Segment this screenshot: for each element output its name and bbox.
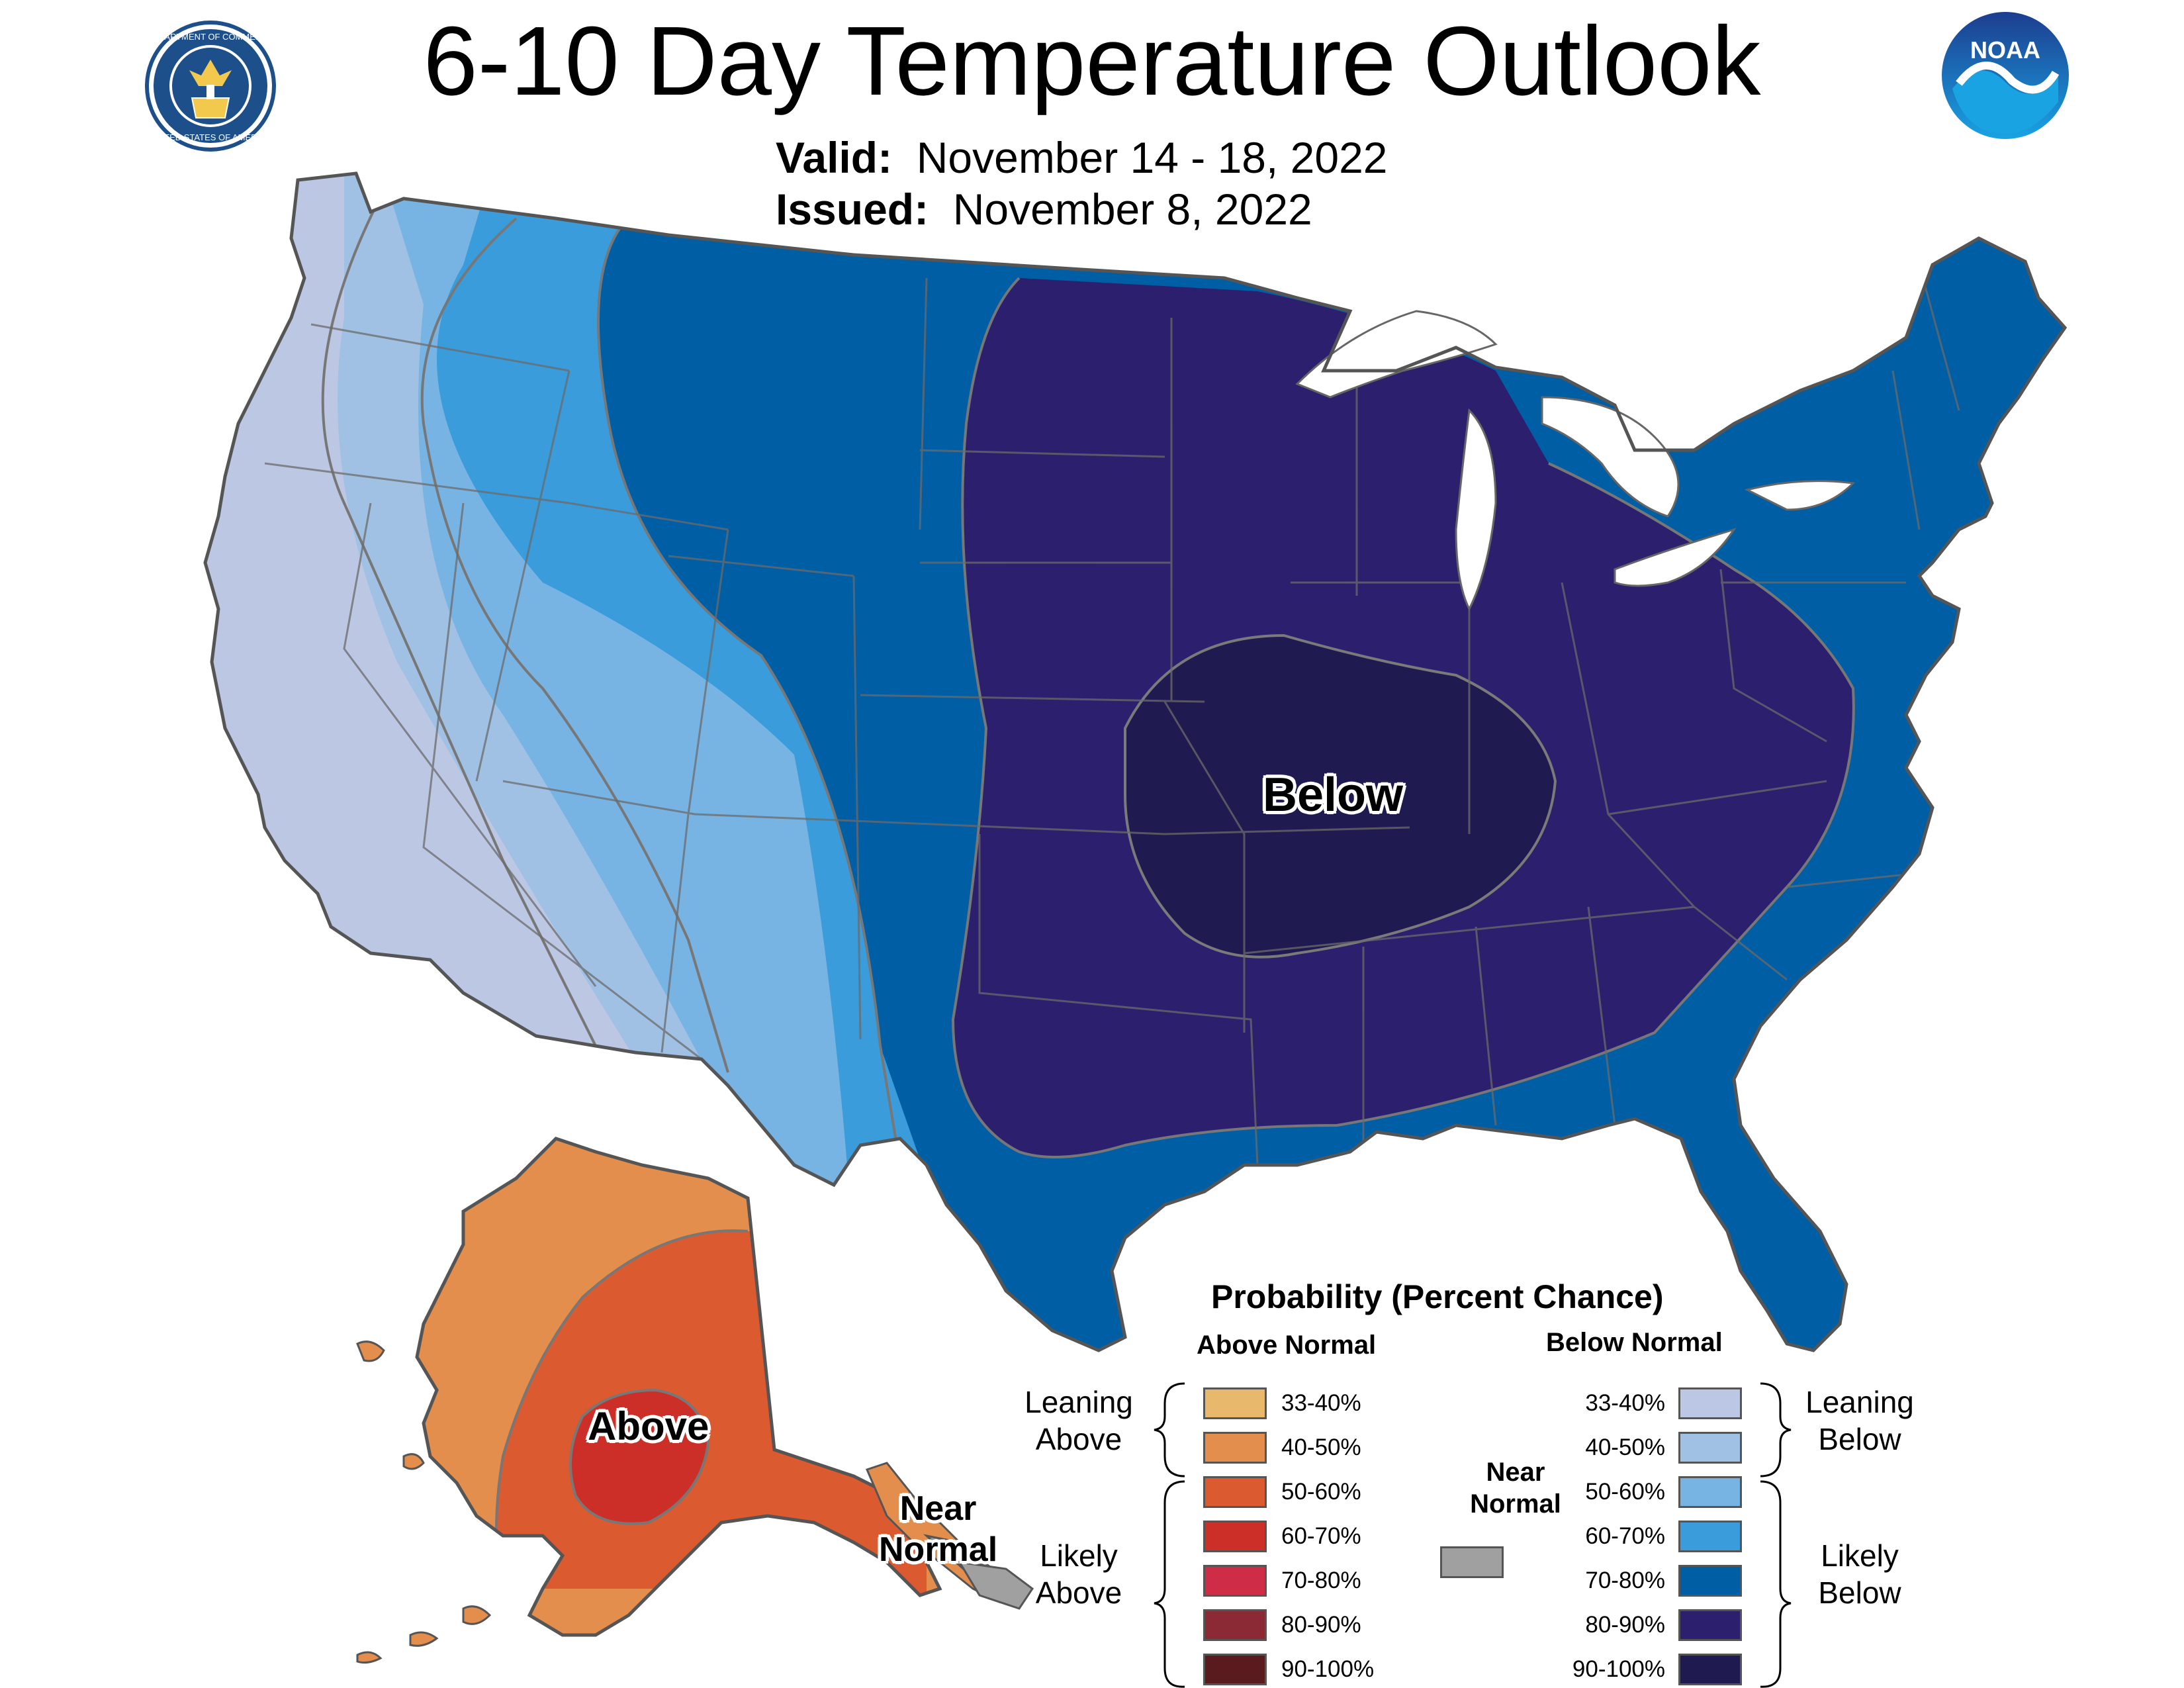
legend-below-swatch-3 bbox=[1678, 1521, 1742, 1552]
legend-below-label-5: 80-90% bbox=[1585, 1612, 1665, 1638]
legend-near-normal-swatch bbox=[1440, 1546, 1504, 1578]
leaning-below-line2: Below bbox=[1818, 1422, 1901, 1456]
leaning-above-line1: Leaning bbox=[1024, 1385, 1133, 1419]
legend-below-swatch-0 bbox=[1678, 1387, 1742, 1419]
legend-above-swatch-5 bbox=[1203, 1609, 1267, 1641]
legend-below-swatch-4 bbox=[1678, 1565, 1742, 1597]
legend-above-label-2: 50-60% bbox=[1281, 1479, 1361, 1505]
legend-below-label-6: 90-100% bbox=[1572, 1656, 1665, 1682]
legend-above-swatch-3 bbox=[1203, 1521, 1267, 1552]
brace-likely-above bbox=[1154, 1480, 1185, 1688]
legend-above-label-1: 40-50% bbox=[1281, 1434, 1361, 1460]
likely-above-line2: Above bbox=[1035, 1575, 1122, 1610]
legend-leaning-below: Leaning Below bbox=[1787, 1383, 1933, 1458]
legend-below-swatch-5 bbox=[1678, 1609, 1742, 1641]
department-of-commerce-seal: DEPARTMENT OF COMMERCE UNITED STATES OF … bbox=[145, 21, 276, 152]
legend-title: Probability (Percent Chance) bbox=[1211, 1278, 1664, 1315]
legend-below-label-4: 70-80% bbox=[1585, 1568, 1665, 1593]
near-normal-line2: Normal bbox=[1470, 1489, 1561, 1519]
region-below-90-100 bbox=[1124, 633, 1557, 959]
below-label: Below bbox=[1263, 769, 1404, 821]
brace-leaning-above bbox=[1154, 1382, 1185, 1477]
noaa-logo: NOAA bbox=[1942, 12, 2069, 139]
legend-below-label-1: 40-50% bbox=[1585, 1434, 1665, 1460]
likely-above-line1: Likely bbox=[1040, 1538, 1118, 1573]
near-normal-map-label-line1: Near bbox=[899, 1489, 977, 1528]
above-label: Above bbox=[588, 1404, 709, 1448]
lake-erie bbox=[1614, 528, 1737, 587]
brace-leaning-below bbox=[1760, 1382, 1792, 1477]
alaska-panhandle bbox=[865, 1462, 1034, 1610]
svg-text:UNITED STATES OF AMERICA: UNITED STATES OF AMERICA bbox=[150, 132, 272, 142]
valid-label: Valid: bbox=[776, 133, 893, 182]
near-normal-map-label: Near Normal bbox=[879, 1488, 997, 1570]
likely-below-line1: Likely bbox=[1821, 1538, 1899, 1573]
ak-region-above-60-70 bbox=[570, 1390, 708, 1524]
legend-likely-above: Likely Above bbox=[1013, 1537, 1145, 1611]
issued-label: Issued: bbox=[776, 185, 929, 234]
legend-below-swatch-6 bbox=[1678, 1654, 1742, 1685]
legend-above-label-3: 60-70% bbox=[1281, 1523, 1361, 1549]
state-boundaries bbox=[264, 264, 1960, 1166]
legend-below-label-3: 60-70% bbox=[1585, 1523, 1665, 1549]
legend-above-swatch-1 bbox=[1203, 1432, 1267, 1464]
legend-above-swatch-2 bbox=[1203, 1476, 1267, 1508]
lake-ontario bbox=[1744, 480, 1856, 511]
legend-near-normal: Near Normal bbox=[1449, 1456, 1582, 1520]
legend-below-label-2: 50-60% bbox=[1585, 1479, 1665, 1505]
legend-above-swatch-6 bbox=[1203, 1654, 1267, 1685]
legend-above-label-5: 80-90% bbox=[1281, 1612, 1361, 1638]
near-normal-map-label-line2: Normal bbox=[879, 1530, 998, 1569]
legend-below-heading: Below Normal bbox=[1546, 1328, 1723, 1357]
page-title: 6-10 Day Temperature Outlook bbox=[423, 7, 1761, 116]
issued-line: Issued: November 8, 2022 bbox=[776, 184, 1312, 234]
legend-above-label-4: 70-80% bbox=[1281, 1568, 1361, 1593]
brace-likely-below bbox=[1760, 1480, 1792, 1688]
legend-likely-below: Likely Below bbox=[1787, 1537, 1933, 1611]
valid-line: Valid: November 14 - 18, 2022 bbox=[776, 132, 1388, 183]
great-lakes bbox=[1295, 310, 1856, 612]
lake-michigan bbox=[1455, 408, 1497, 612]
legend-above-swatch-4 bbox=[1203, 1565, 1267, 1597]
legend-above-label-6: 90-100% bbox=[1281, 1656, 1375, 1682]
legend-above-swatch-0 bbox=[1203, 1387, 1267, 1419]
legend-above-heading: Above Normal bbox=[1197, 1331, 1377, 1360]
near-normal-line1: Near bbox=[1486, 1458, 1545, 1487]
lake-superior bbox=[1295, 310, 1498, 399]
valid-value: November 14 - 18, 2022 bbox=[916, 133, 1388, 182]
svg-text:DEPARTMENT OF COMMERCE: DEPARTMENT OF COMMERCE bbox=[148, 32, 274, 42]
leaning-above-line2: Above bbox=[1035, 1422, 1122, 1456]
issued-value: November 8, 2022 bbox=[952, 185, 1312, 234]
alaska-islands bbox=[356, 1340, 492, 1664]
likely-below-line2: Below bbox=[1818, 1575, 1901, 1610]
legend-above-label-0: 33-40% bbox=[1281, 1390, 1361, 1416]
legend-below-swatch-1 bbox=[1678, 1432, 1742, 1464]
legend-below-label-0: 33-40% bbox=[1585, 1390, 1665, 1416]
legend-leaning-above: Leaning Above bbox=[1013, 1383, 1145, 1458]
lake-huron bbox=[1541, 396, 1680, 518]
legend-below-swatch-2 bbox=[1678, 1476, 1742, 1508]
noaa-logo-text: NOAA bbox=[1970, 36, 2040, 64]
leaning-below-line1: Leaning bbox=[1805, 1385, 1914, 1419]
